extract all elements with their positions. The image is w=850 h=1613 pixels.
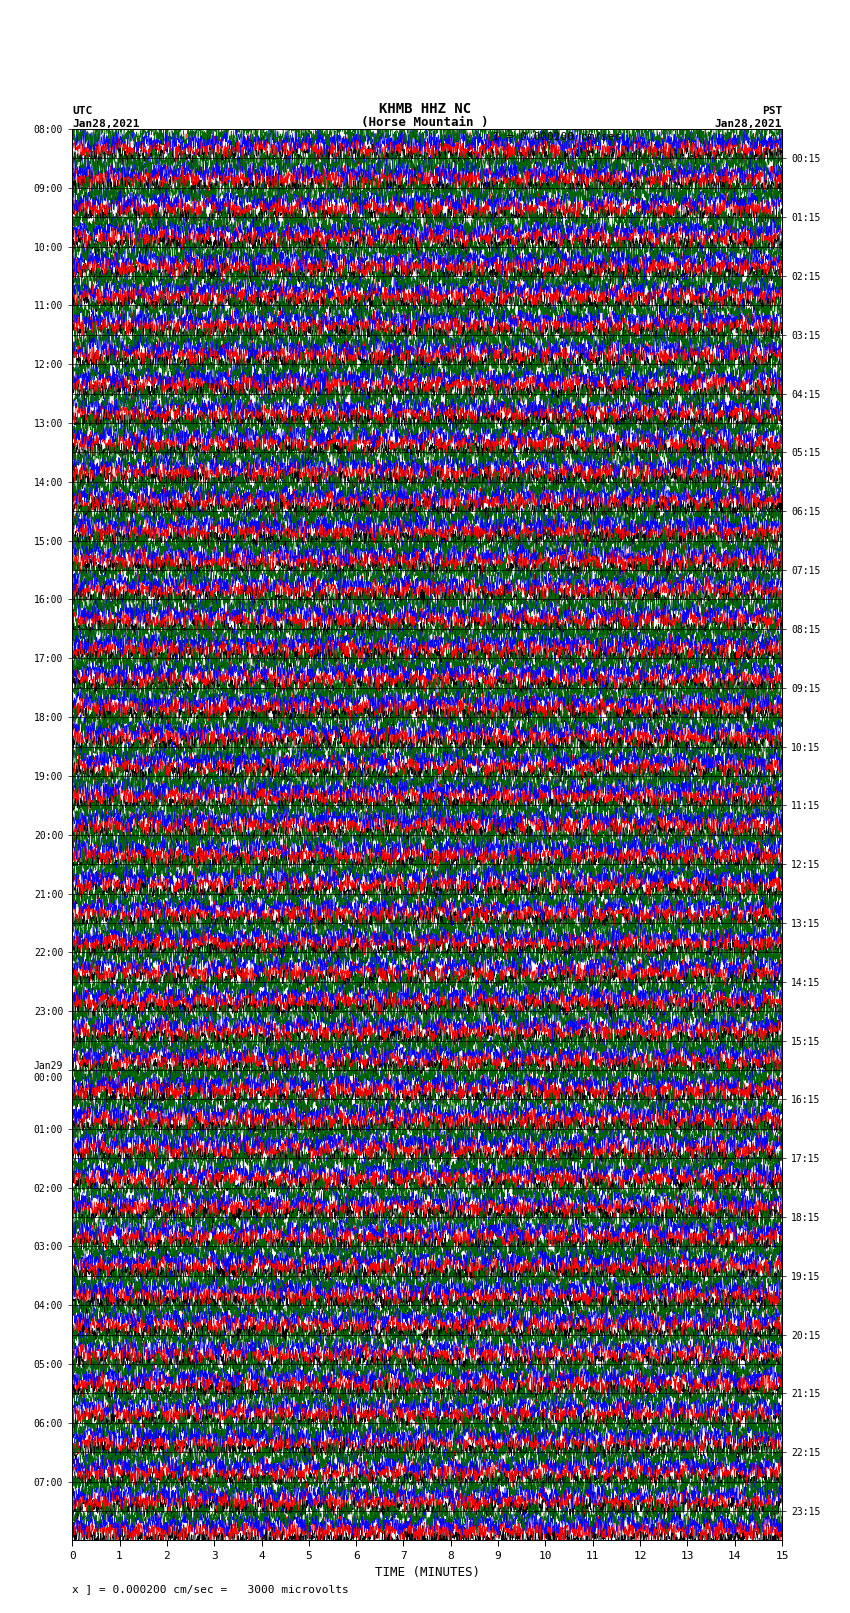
- Text: Jan28,2021: Jan28,2021: [715, 119, 782, 129]
- Text: x ] = 0.000200 cm/sec =   3000 microvolts: x ] = 0.000200 cm/sec = 3000 microvolts: [72, 1584, 349, 1594]
- Text: I = 0.000200 cm/sec: I = 0.000200 cm/sec: [493, 132, 621, 142]
- X-axis label: TIME (MINUTES): TIME (MINUTES): [375, 1566, 479, 1579]
- Text: PST: PST: [762, 106, 782, 116]
- Text: KHMB HHZ NC: KHMB HHZ NC: [379, 102, 471, 116]
- Text: UTC: UTC: [72, 106, 93, 116]
- Text: Jan28,2021: Jan28,2021: [72, 119, 139, 129]
- Text: (Horse Mountain ): (Horse Mountain ): [361, 116, 489, 129]
